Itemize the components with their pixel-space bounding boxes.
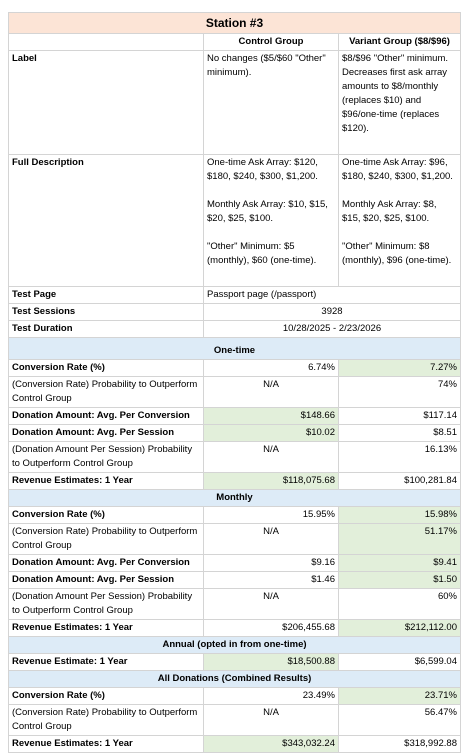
- cell: 7.27%: [338, 359, 461, 377]
- row-label: Test Duration: [8, 320, 204, 338]
- row-label: Revenue Estimates: 1 Year: [8, 472, 204, 490]
- cell: 16.13%: [338, 441, 461, 473]
- cell: $148.66: [203, 407, 339, 425]
- row-label: Revenue Estimates: 1 Year: [8, 735, 204, 753]
- section-header: Monthly: [8, 489, 461, 507]
- section-header: All Donations (Combined Results): [8, 670, 461, 688]
- row-label: Donation Amount: Avg. Per Conversion: [8, 554, 204, 572]
- cell: 56.47%: [338, 704, 461, 736]
- row-label: Donation Amount: Avg. Per Session: [8, 424, 204, 442]
- cell: One-time Ask Array: $96, $180, $240, $30…: [338, 154, 461, 287]
- cell: 15.98%: [338, 506, 461, 524]
- section-header: Annual (opted in from one-time): [8, 636, 461, 654]
- cell: $206,455.68: [203, 619, 339, 637]
- cell: $18,500.88: [203, 653, 339, 671]
- cell: 15.95%: [203, 506, 339, 524]
- row-label: (Conversion Rate) Probability to Outperf…: [8, 523, 204, 555]
- cell: $6,599.04: [338, 653, 461, 671]
- row-label: Revenue Estimates: 1 Year: [8, 619, 204, 637]
- paragraph: Monthly Ask Array: $10, $15, $20, $25, $…: [207, 199, 328, 224]
- cell: One-time Ask Array: $120, $180, $240, $3…: [203, 154, 339, 287]
- cell: N/A: [203, 588, 339, 620]
- title: Station #3: [8, 12, 461, 34]
- row-label: Label: [8, 50, 204, 155]
- cell: $9.16: [203, 554, 339, 572]
- cell: $9.41: [338, 554, 461, 572]
- section-header: One-time: [8, 337, 461, 360]
- row-label: Revenue Estimate: 1 Year: [8, 653, 204, 671]
- cell: N/A: [203, 523, 339, 555]
- row-label: (Conversion Rate) Probability to Outperf…: [8, 376, 204, 408]
- cell: 51.17%: [338, 523, 461, 555]
- cell: 10/28/2025 - 2/23/2026: [203, 320, 461, 338]
- cell: N/A: [203, 376, 339, 408]
- cell: 74%: [338, 376, 461, 408]
- row-label: (Donation Amount Per Session) Probabilit…: [8, 588, 204, 620]
- cell: $10.02: [203, 424, 339, 442]
- cell: 23.71%: [338, 687, 461, 705]
- cell: $1.46: [203, 571, 339, 589]
- row-label: Donation Amount: Avg. Per Conversion: [8, 407, 204, 425]
- cell: No changes ($5/$60 "Other" minimum).: [203, 50, 339, 155]
- cell: 60%: [338, 588, 461, 620]
- cell: N/A: [203, 704, 339, 736]
- paragraph: "Other" Minimum: $8 (monthly), $96 (one-…: [342, 241, 452, 266]
- cell: $117.14: [338, 407, 461, 425]
- cell: Passport page (/passport): [203, 286, 461, 304]
- row-label: (Conversion Rate) Probability to Outperf…: [8, 704, 204, 736]
- row-label: Donation Amount: Avg. Per Session: [8, 571, 204, 589]
- cell: $118,075.68: [203, 472, 339, 490]
- row-label: Conversion Rate (%): [8, 506, 204, 524]
- results-table: Station #3 Control Group Variant Group ($…: [8, 12, 461, 753]
- paragraph: "Other" Minimum: $5 (monthly), $60 (one-…: [207, 241, 317, 266]
- cell: $212,112.00: [338, 619, 461, 637]
- row-label: Test Page: [8, 286, 204, 304]
- cell: 23.49%: [203, 687, 339, 705]
- cell: N/A: [203, 441, 339, 473]
- row-label: Test Sessions: [8, 303, 204, 321]
- column-header: Control Group: [203, 33, 339, 51]
- cell: $318,992.88: [338, 735, 461, 753]
- paragraph: One-time Ask Array: $96, $180, $240, $30…: [342, 157, 453, 182]
- cell: $8.51: [338, 424, 461, 442]
- paragraph: Monthly Ask Array: $8, $15, $20, $25, $1…: [342, 199, 437, 224]
- paragraph: One-time Ask Array: $120, $180, $240, $3…: [207, 157, 318, 182]
- cell: $343,032.24: [203, 735, 339, 753]
- row-label: Conversion Rate (%): [8, 359, 204, 377]
- cell: $1.50: [338, 571, 461, 589]
- row-label: (Donation Amount Per Session) Probabilit…: [8, 441, 204, 473]
- cell: 3928: [203, 303, 461, 321]
- cell: 6.74%: [203, 359, 339, 377]
- column-header: Variant Group ($8/$96): [338, 33, 461, 51]
- cell: $100,281.84: [338, 472, 461, 490]
- row-label: Full Description: [8, 154, 204, 287]
- row-label: Conversion Rate (%): [8, 687, 204, 705]
- cell: $8/$96 "Other" minimum. Decreases first …: [338, 50, 461, 155]
